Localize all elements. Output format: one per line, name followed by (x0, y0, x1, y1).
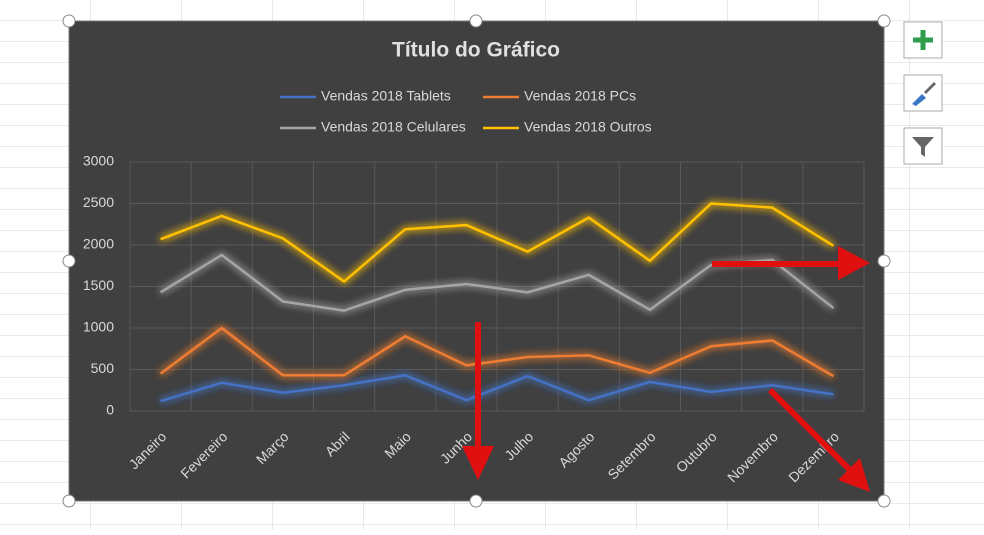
legend-label: Vendas 2018 Outros (524, 119, 652, 135)
y-tick-label: 1000 (83, 319, 114, 335)
y-tick-label: 0 (106, 402, 114, 418)
series-line (160, 374, 834, 403)
series-line (160, 202, 835, 284)
y-tick-label: 500 (91, 360, 115, 376)
y-tick-label: 2500 (83, 194, 114, 210)
y-tick-label: 3000 (83, 153, 114, 169)
legend-label: Vendas 2018 PCs (524, 88, 636, 104)
legend-label: Vendas 2018 Tablets (321, 88, 451, 104)
y-tick-label: 1500 (83, 277, 114, 293)
handles (62, 14, 891, 508)
side-buttons (903, 21, 943, 165)
style-button[interactable] (903, 74, 943, 112)
legend-label: Vendas 2018 Celulares (321, 119, 466, 135)
red-arrows (462, 246, 870, 492)
y-tick-label: 2000 (83, 236, 114, 252)
series-line (159, 326, 835, 378)
chart-title: Título do Gráfico (392, 39, 560, 62)
